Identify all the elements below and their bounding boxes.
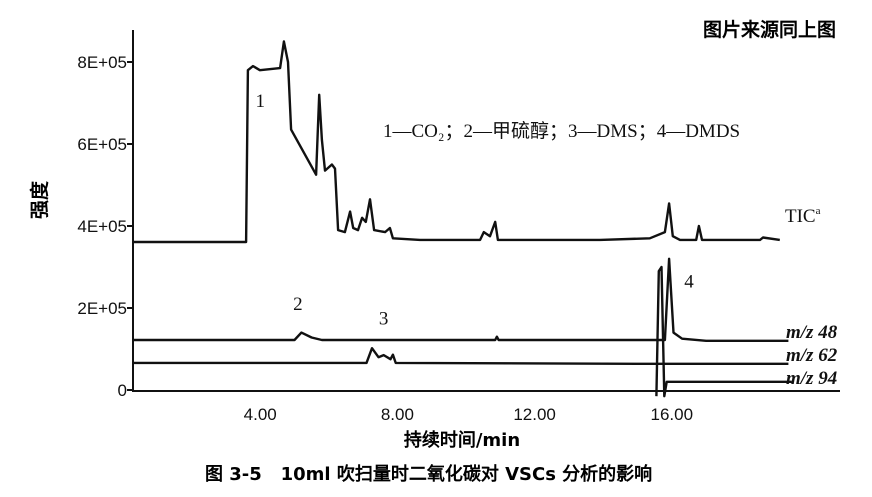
series-label-tic: TICa <box>785 205 821 227</box>
y-axis-label: 强度 <box>28 180 51 219</box>
peak-label: 4 <box>684 271 694 292</box>
series-line-m-z-62 <box>132 347 789 365</box>
y-tick-label: 0 <box>118 381 127 400</box>
x-tick-label: 4.00 <box>244 405 277 424</box>
peak-label: 3 <box>379 308 389 329</box>
legend-text: 1—CO₂；2—甲硫醇；3—DMS；4—DMDS <box>383 120 740 142</box>
y-tick-label: 6E+05 <box>77 135 127 154</box>
series-name: TIC <box>785 206 816 227</box>
x-tick-label: 12.00 <box>513 405 556 424</box>
series-label-mz62: m/z 62 <box>786 345 838 366</box>
series-label-mz94: m/z 94 <box>786 368 837 389</box>
y-tick-label: 2E+05 <box>77 299 127 318</box>
figure-caption: 图 3-5 10ml 吹扫量时二氧化碳对 VSCs 分析的影响 <box>205 463 652 485</box>
x-axis-label: 持续时间/min <box>404 429 520 451</box>
peak-label: 1 <box>255 91 265 112</box>
y-tick-label: 4E+05 <box>77 217 127 236</box>
series-line-tic <box>132 40 780 244</box>
series-name-superscript: a <box>816 205 821 217</box>
peak-label: 2 <box>293 294 303 315</box>
series-line-m-z-48 <box>132 257 789 342</box>
series-label-mz48: m/z 48 <box>786 322 838 343</box>
y-tick-label: 8E+05 <box>77 53 127 72</box>
x-tick-label: 16.00 <box>651 405 694 424</box>
series-line-m-z-94 <box>655 265 792 398</box>
header-note: 图片来源同上图 <box>703 18 836 41</box>
x-tick-label: 8.00 <box>381 405 414 424</box>
axes <box>132 30 840 392</box>
